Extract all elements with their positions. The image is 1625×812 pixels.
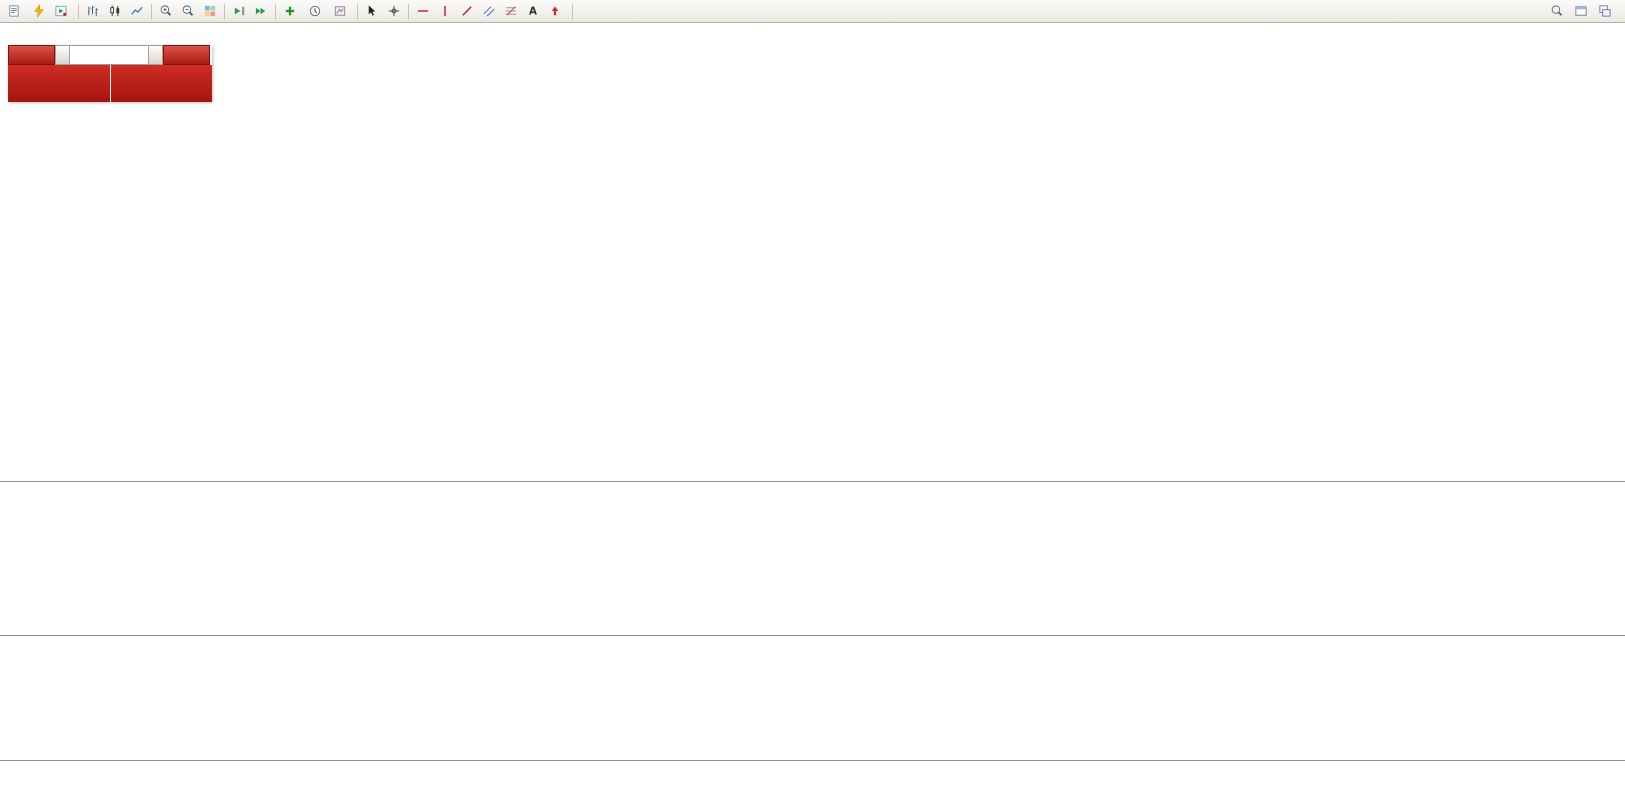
- cascade-windows-icon: [1599, 5, 1611, 17]
- sell-button[interactable]: [8, 45, 55, 65]
- autotrading-icon: [55, 5, 67, 17]
- toolbar-separator: [408, 3, 409, 19]
- toolbar-separator: [224, 3, 225, 19]
- cursor-icon: [368, 5, 376, 16]
- macd-canvas[interactable]: [0, 482, 1625, 635]
- arrange-windows-icon: [204, 5, 216, 17]
- line-chart-button[interactable]: [126, 2, 148, 21]
- channel-button[interactable]: [478, 2, 500, 21]
- toolbar-separator: [78, 3, 79, 19]
- price-chart-panel[interactable]: [0, 23, 1625, 481]
- search-button[interactable]: [1546, 2, 1568, 21]
- buy-price-display[interactable]: [110, 65, 212, 102]
- candlestick-chart-button[interactable]: [104, 2, 126, 21]
- crosshair-icon: [388, 5, 400, 17]
- crosshair-button[interactable]: [383, 2, 405, 21]
- toolbar-right-group: [1546, 2, 1622, 21]
- panel-divider[interactable]: [0, 481, 1625, 482]
- search-icon: [1551, 5, 1563, 16]
- new-order-button[interactable]: [3, 2, 28, 21]
- toolbar-separator: [151, 3, 152, 19]
- candlestick-canvas[interactable]: [0, 23, 1625, 481]
- panel-divider[interactable]: [0, 635, 1625, 636]
- template-icon: [334, 6, 346, 16]
- panel-divider[interactable]: [0, 760, 1625, 761]
- top-toolbar: A: [0, 0, 1625, 23]
- vertical-line-button[interactable]: [434, 2, 456, 21]
- macd-indicator-panel[interactable]: [0, 482, 1625, 635]
- new-order-icon: [9, 5, 19, 17]
- buy-button[interactable]: [163, 45, 210, 65]
- vertical-line-icon: [444, 5, 446, 17]
- new-window-button[interactable]: [1570, 2, 1592, 21]
- bar-chart-icon: [87, 5, 99, 17]
- lightning-icon: [34, 4, 44, 18]
- text-tool-icon: A: [529, 6, 537, 18]
- indicators-plus-icon: [285, 6, 295, 16]
- zoom-in-button[interactable]: [155, 2, 177, 21]
- lot-increase-button[interactable]: [148, 45, 163, 65]
- chart-shift-icon: [234, 6, 245, 16]
- chart-shift-button[interactable]: [228, 2, 250, 21]
- arrow-tool-icon: [551, 6, 559, 16]
- trendline-icon: [462, 6, 472, 16]
- arrange-windows-button[interactable]: [199, 2, 221, 21]
- toolbar-separator: [357, 3, 358, 19]
- periods-button[interactable]: [304, 2, 329, 21]
- window-icon: [1575, 6, 1587, 16]
- cursor-button[interactable]: [361, 2, 383, 21]
- horizontal-line-button[interactable]: [412, 2, 434, 21]
- trendline-button[interactable]: [456, 2, 478, 21]
- zoom-in-icon: [160, 5, 172, 16]
- toolbar-separator: [275, 3, 276, 19]
- auto-scroll-icon: [255, 7, 266, 15]
- one-click-controls: [8, 45, 212, 65]
- one-click-trading-panel: [8, 45, 212, 102]
- bar-chart-button[interactable]: [82, 2, 104, 21]
- time-axis[interactable]: [0, 761, 1625, 781]
- rsi-indicator-panel[interactable]: [0, 636, 1625, 760]
- lot-size-input[interactable]: [70, 45, 148, 65]
- templates-button[interactable]: [329, 2, 354, 21]
- clock-icon: [309, 5, 321, 17]
- svg-text:A: A: [529, 6, 537, 18]
- lightning-button[interactable]: [28, 2, 50, 21]
- zoom-out-icon: [182, 5, 194, 16]
- horizontal-line-icon: [417, 10, 429, 12]
- bid-ask-display: [8, 65, 212, 102]
- toolbar-separator: [572, 3, 573, 19]
- fibonacci-icon: [505, 6, 517, 16]
- autotrading-button[interactable]: [50, 2, 75, 21]
- arrows-tool-button[interactable]: [544, 2, 569, 21]
- text-tool-button[interactable]: A: [522, 2, 544, 21]
- indicators-button[interactable]: [279, 2, 304, 21]
- cascade-windows-button[interactable]: [1594, 2, 1616, 21]
- rsi-canvas[interactable]: [0, 636, 1625, 760]
- sell-price-display[interactable]: [8, 65, 110, 102]
- lot-decrease-button[interactable]: [55, 45, 70, 65]
- channel-icon: [483, 6, 495, 17]
- fibonacci-button[interactable]: [500, 2, 522, 21]
- line-chart-icon: [131, 6, 143, 15]
- auto-scroll-button[interactable]: [250, 2, 272, 21]
- zoom-out-button[interactable]: [177, 2, 199, 21]
- candlestick-chart-icon: [110, 5, 120, 17]
